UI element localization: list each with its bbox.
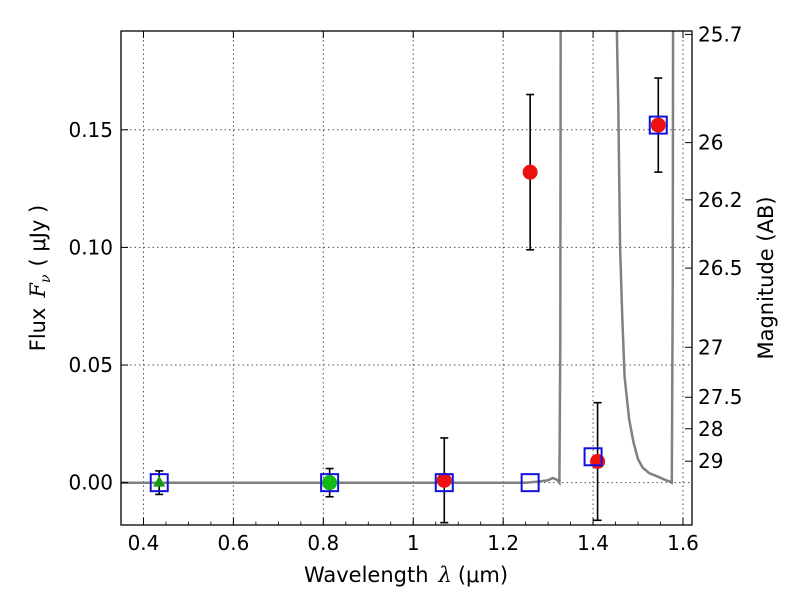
y2-tick-label: 26.2 <box>698 188 743 212</box>
model-point-square <box>320 473 340 493</box>
model-point-square <box>149 473 169 493</box>
y2-tick-label: 27 <box>698 335 723 359</box>
y-tick-label: 0.15 <box>68 118 113 142</box>
data-point-triangle <box>153 475 166 487</box>
model-spectrum <box>121 31 675 487</box>
y-axis-label: FluxFν( μJy ) <box>26 205 54 351</box>
model-point-square <box>583 447 603 467</box>
x-tick-label: 1 <box>407 531 420 555</box>
data-points <box>149 77 668 524</box>
x-tick-label: 1.6 <box>667 531 699 555</box>
y2-tick-label: 27.5 <box>698 385 743 409</box>
y-tick-label: 0.10 <box>68 235 113 259</box>
y-tick-label: 0.00 <box>68 471 113 495</box>
x-axis-label: Wavelength λ (μm) <box>304 563 508 587</box>
x-tick-label: 1.4 <box>577 531 609 555</box>
y2-tick-label: 29 <box>698 449 723 473</box>
x-tick-label: 1.2 <box>487 531 519 555</box>
x-tick-label: 0.8 <box>307 531 339 555</box>
y2-axis-label: Magnitude (AB) <box>754 196 778 359</box>
data-point <box>650 117 666 133</box>
grid-lines <box>121 31 692 525</box>
y2-tick-label: 28 <box>698 417 723 441</box>
y2-tick-label: 26.5 <box>698 256 743 280</box>
model-spectrum-line <box>121 31 562 487</box>
model-spectrum-line <box>615 31 675 485</box>
plot-frame <box>120 30 693 526</box>
x-tick-label: 0.6 <box>217 531 249 555</box>
y-tick-label: 0.05 <box>68 353 113 377</box>
model-point-square <box>520 473 540 493</box>
data-point <box>522 164 538 180</box>
axis-ticks: 0.4 0.6 0.8 1 1.2 1.4 1.6 0.00 0.05 0.10 0.15 25.7 2… <box>68 22 742 555</box>
y2-tick-label: 26 <box>698 131 723 155</box>
model-point-square <box>648 115 668 135</box>
data-point <box>436 472 452 488</box>
x-tick-label: 0.4 <box>128 531 160 555</box>
data-point <box>322 475 338 491</box>
model-point-square <box>434 473 454 493</box>
y2-tick-label: 25.7 <box>698 22 743 46</box>
